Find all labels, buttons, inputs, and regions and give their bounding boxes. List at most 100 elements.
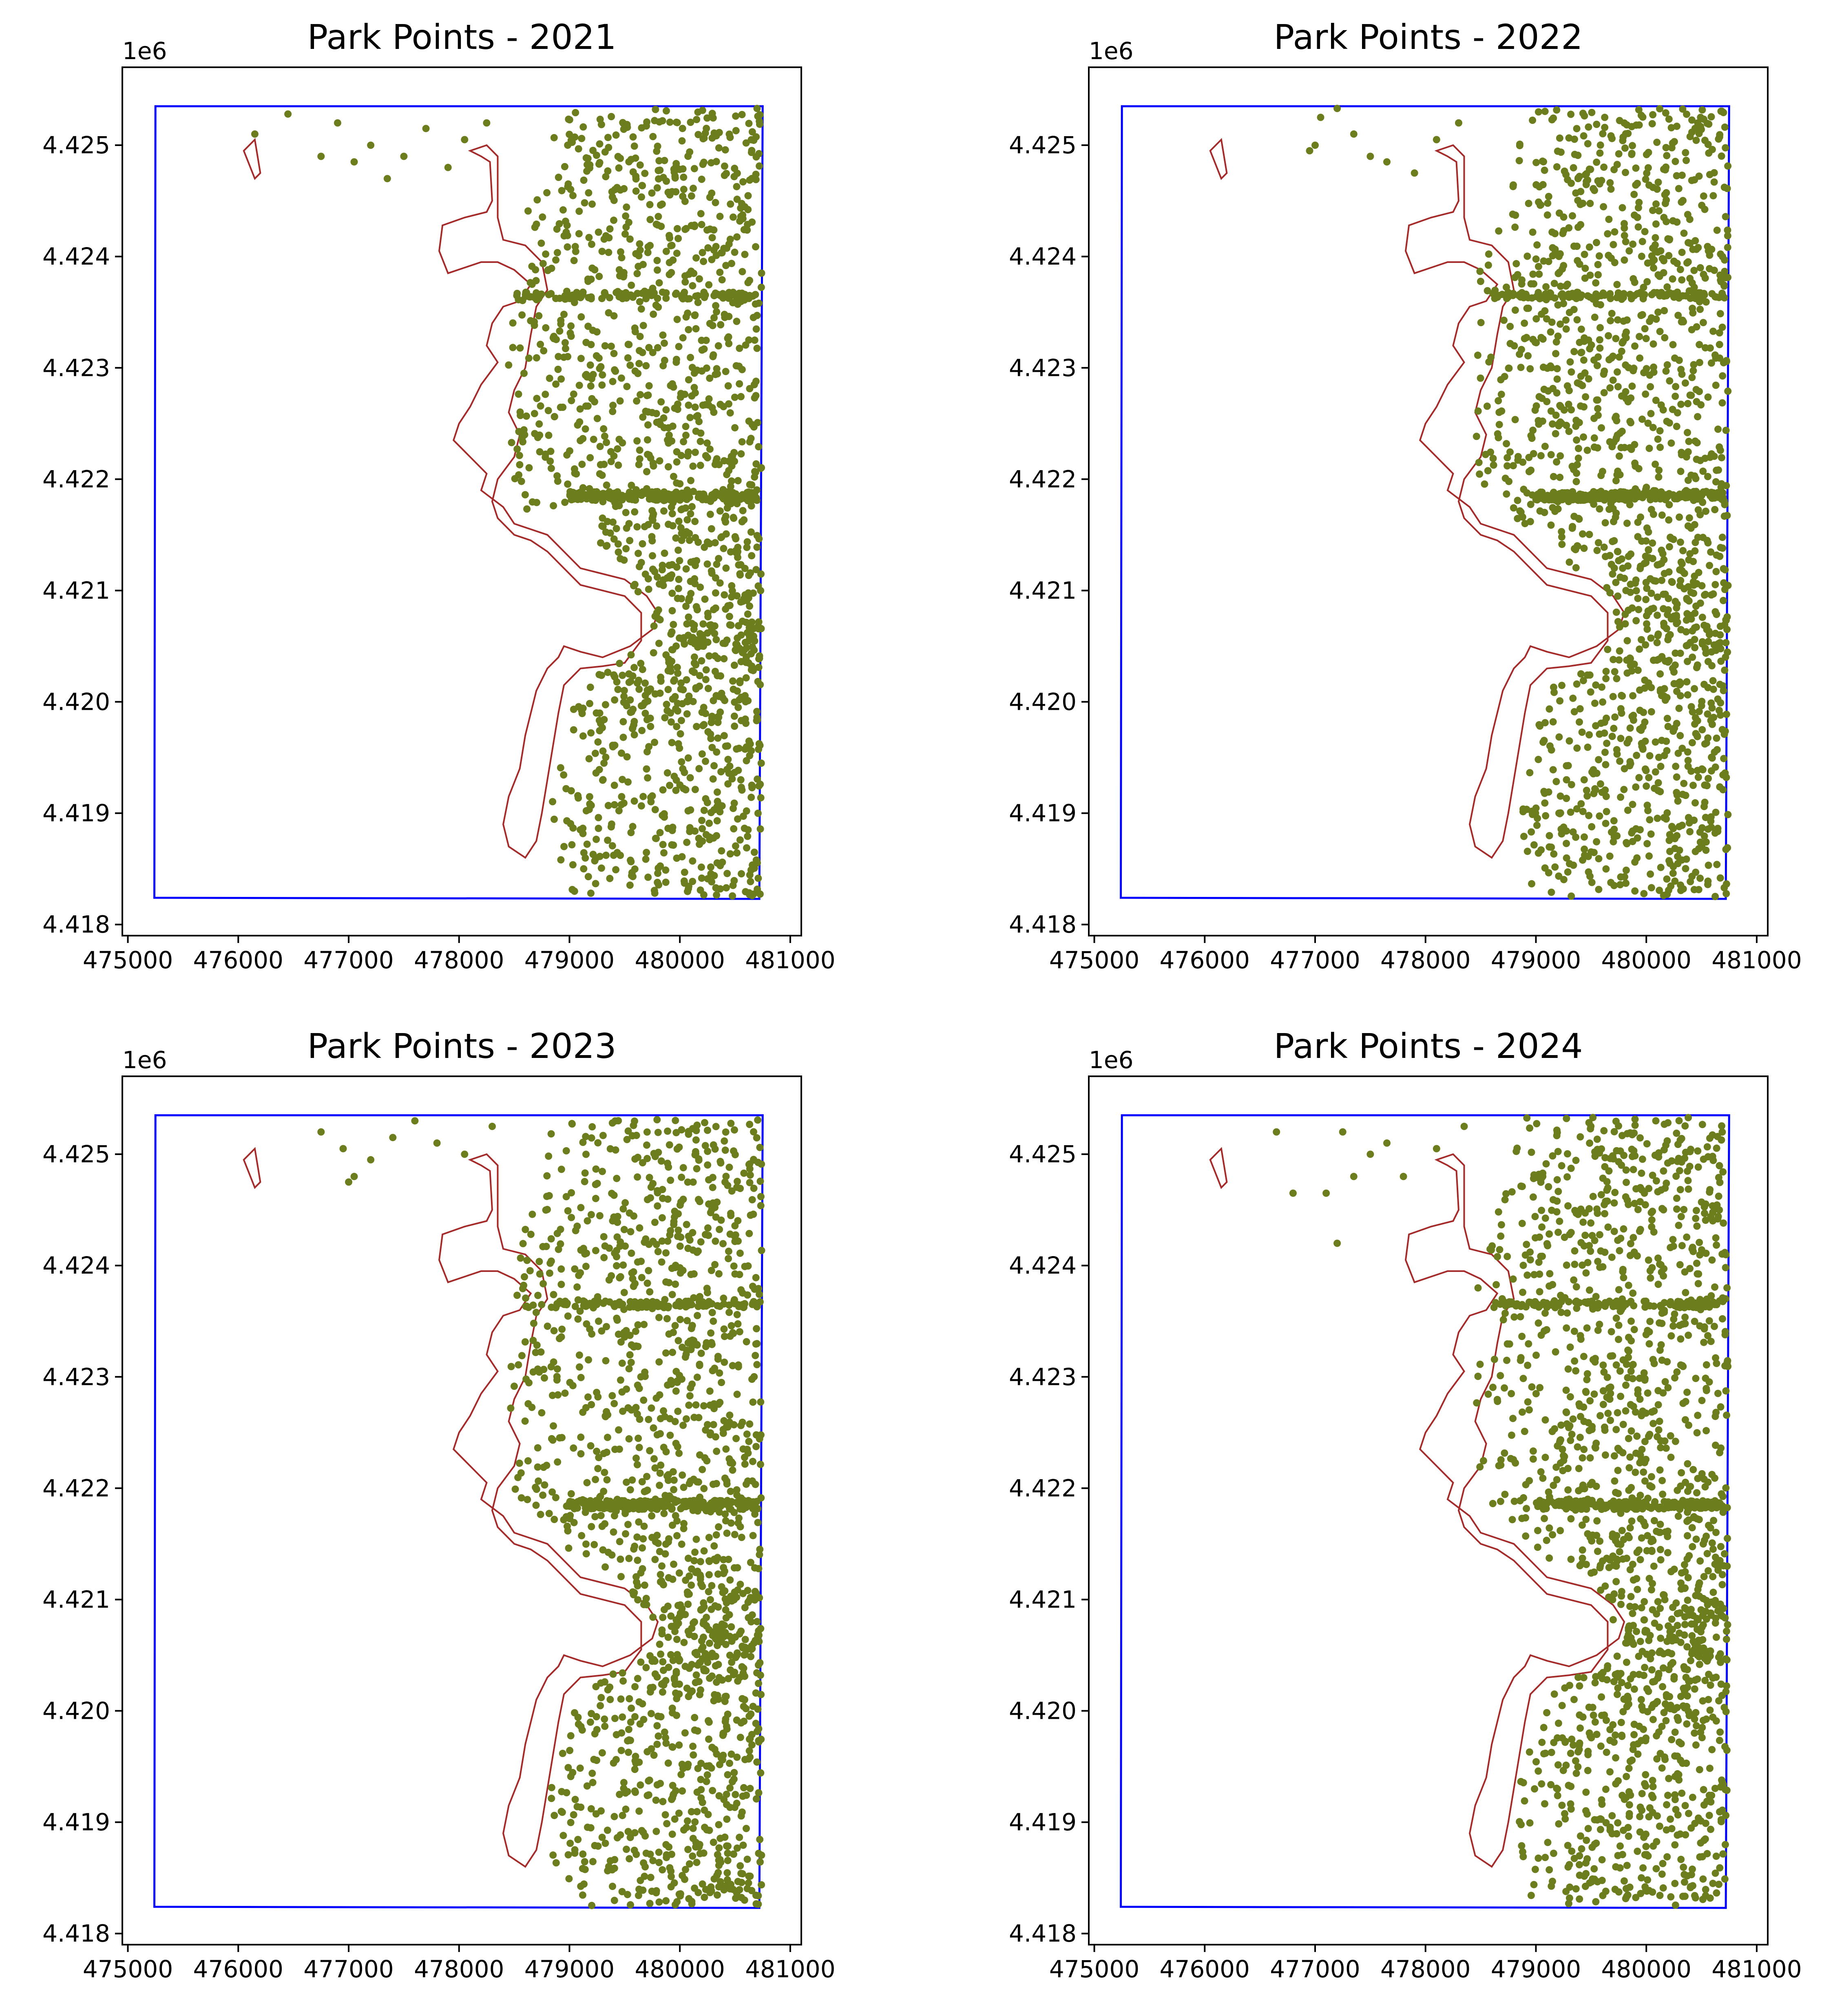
- park-point: [683, 516, 691, 523]
- park-point: [649, 512, 657, 520]
- park-point: [725, 467, 733, 475]
- park-point: [1716, 552, 1724, 560]
- park-point: [681, 1729, 689, 1737]
- park-point: [284, 110, 292, 118]
- park-point: [737, 450, 745, 458]
- park-point: [592, 880, 599, 888]
- park-point: [725, 613, 733, 620]
- park-point: [720, 732, 728, 740]
- park-point: [1649, 539, 1656, 547]
- park-point: [1724, 582, 1732, 590]
- park-point: [725, 1556, 732, 1563]
- park-point: [666, 259, 673, 267]
- park-point: [1536, 507, 1544, 515]
- park-point: [1692, 730, 1700, 738]
- park-point: [668, 510, 676, 517]
- park-point: [680, 1638, 688, 1646]
- park-point: [1679, 292, 1687, 300]
- park-point: [1714, 425, 1722, 433]
- park-point: [1724, 648, 1731, 656]
- park-point: [1551, 863, 1559, 871]
- park-point: [1602, 761, 1610, 768]
- park-point: [578, 460, 586, 468]
- park-point: [742, 720, 750, 727]
- park-point: [752, 1795, 760, 1803]
- park-point: [721, 1333, 728, 1340]
- park-point: [1701, 740, 1709, 748]
- park-point: [1666, 831, 1674, 839]
- park-point: [522, 1375, 530, 1383]
- park-point: [636, 333, 644, 340]
- park-point: [1520, 486, 1528, 493]
- park-point: [588, 1769, 596, 1777]
- park-point: [1556, 402, 1564, 409]
- park-point: [1558, 541, 1566, 548]
- park-point: [614, 445, 621, 453]
- park-point: [1688, 116, 1696, 124]
- park-point: [1539, 417, 1546, 425]
- park-point: [692, 661, 700, 669]
- park-point: [521, 431, 528, 439]
- park-point: [615, 1426, 622, 1434]
- park-point: [1552, 350, 1560, 358]
- park-point: [1622, 879, 1630, 887]
- park-point: [629, 1275, 637, 1283]
- park-point: [676, 166, 683, 173]
- park-point: [701, 543, 708, 551]
- park-point: [1575, 419, 1583, 426]
- park-point: [668, 590, 676, 597]
- y-tick-label: 4.420: [1009, 688, 1077, 716]
- park-point: [1671, 877, 1679, 885]
- park-point: [730, 1769, 738, 1776]
- park-point: [757, 760, 765, 767]
- park-point: [1654, 593, 1661, 601]
- park-point: [1530, 841, 1538, 849]
- park-point: [601, 289, 608, 297]
- park-point: [1614, 618, 1622, 625]
- park-point: [707, 730, 714, 738]
- park-point: [603, 542, 611, 550]
- park-point: [688, 1581, 695, 1589]
- park-point: [687, 353, 694, 361]
- park-point: [686, 774, 694, 782]
- park-point: [1642, 335, 1650, 342]
- park-point: [1704, 877, 1712, 885]
- x-tick-label: 477000: [303, 946, 394, 974]
- park-point: [628, 1250, 635, 1257]
- park-point: [1549, 420, 1557, 428]
- park-point: [749, 1702, 757, 1710]
- park-point: [610, 851, 617, 859]
- park-point: [639, 322, 647, 329]
- park-point: [251, 130, 259, 138]
- park-point: [741, 1263, 749, 1270]
- park-point: [635, 1435, 642, 1442]
- park-point: [635, 685, 643, 693]
- park-point: [632, 172, 640, 180]
- park-point: [664, 1538, 672, 1546]
- park-point: [1651, 241, 1659, 249]
- park-point: [727, 1623, 735, 1631]
- park-point: [664, 1759, 672, 1767]
- park-point: [589, 147, 597, 154]
- park-point: [691, 448, 699, 456]
- park-point: [581, 1169, 589, 1177]
- park-point: [686, 826, 694, 834]
- park-point: [1563, 489, 1571, 497]
- park-point: [627, 651, 635, 659]
- park-point: [571, 133, 579, 141]
- park-point: [747, 625, 755, 632]
- park-point: [722, 1445, 730, 1453]
- park-point: [541, 1374, 548, 1382]
- park-point: [706, 510, 714, 518]
- park-point: [655, 1859, 663, 1866]
- park-point: [1577, 800, 1585, 808]
- park-point: [616, 660, 624, 667]
- park-point: [674, 400, 681, 408]
- park-point: [1580, 544, 1588, 552]
- park-point: [1624, 806, 1632, 814]
- park-point: [519, 1240, 527, 1248]
- park-point: [1660, 556, 1668, 563]
- park-point: [1661, 191, 1669, 199]
- park-point: [1638, 537, 1645, 545]
- park-point: [677, 679, 685, 687]
